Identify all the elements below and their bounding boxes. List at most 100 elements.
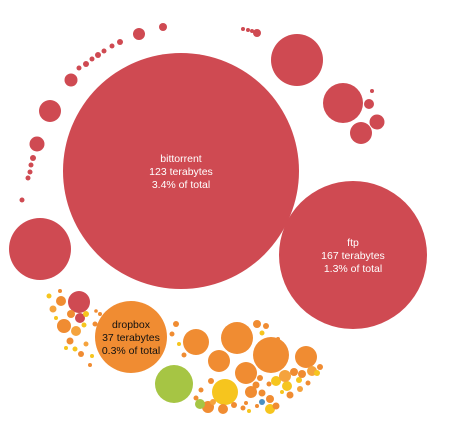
bubble-bittorrent-name-label: bittorrent [160, 153, 202, 165]
minor-bubble [210, 399, 216, 405]
minor-bubble [169, 331, 175, 337]
minor-bubble [252, 381, 260, 389]
minor-bubble [271, 376, 281, 386]
bubble-bittorrent-share-label: 3.4% of total [152, 179, 210, 191]
minor-bubble [49, 305, 57, 313]
minor-bubble [255, 404, 259, 408]
minor-bubble [259, 399, 265, 405]
minor-bubble [159, 23, 167, 31]
minor-bubble [83, 341, 89, 347]
minor-bubble [27, 169, 33, 175]
minor-bubble [247, 409, 251, 413]
minor-bubble [212, 379, 238, 405]
minor-bubble [229, 383, 233, 387]
bubble-dropbox-value-label: 37 terabytes [102, 332, 160, 344]
minor-bubble [64, 346, 68, 350]
minor-bubble [259, 330, 265, 336]
bubble-ftp-name-label: ftp [347, 237, 359, 249]
minor-bubble [258, 389, 266, 397]
bubble-ftp-value-label: 167 terabytes [321, 250, 385, 262]
minor-bubble [298, 370, 306, 378]
minor-bubble [208, 350, 230, 372]
minor-bubble [290, 368, 298, 376]
minor-bubble [94, 309, 98, 313]
bubble-dropbox-share-label: 0.3% of total [102, 345, 160, 357]
minor-bubble [266, 381, 272, 387]
minor-bubble [177, 342, 181, 346]
minor-bubble [245, 386, 257, 398]
minor-bubble [133, 28, 145, 40]
minor-bubble [76, 65, 82, 71]
minor-bubble [323, 83, 363, 123]
minor-bubble [72, 346, 78, 352]
minor-bubble [364, 99, 374, 109]
minor-bubble [83, 61, 89, 67]
minor-bubble [181, 352, 187, 358]
minor-bubble [109, 43, 115, 49]
minor-bubble [282, 381, 292, 391]
minor-bubble [81, 322, 87, 328]
minor-bubble [280, 390, 284, 394]
minor-bubble [29, 136, 45, 152]
bubble-dropbox [95, 301, 167, 373]
minor-bubble [241, 27, 245, 31]
minor-bubble [271, 34, 323, 86]
minor-bubble [183, 329, 209, 355]
minor-bubble [64, 73, 78, 87]
minor-bubble [83, 311, 89, 317]
minor-bubble [246, 28, 250, 32]
minor-bubble [54, 316, 58, 320]
minor-bubble [39, 100, 61, 122]
minor-bubble [98, 312, 102, 316]
bubble-bittorrent [63, 53, 299, 289]
minor-bubble [30, 155, 36, 161]
minor-bubble [350, 122, 372, 144]
minor-bubble [101, 48, 107, 54]
minor-bubble [46, 293, 52, 299]
minor-bubble [78, 351, 84, 357]
minor-bubble [244, 401, 248, 405]
minor-bubble [221, 322, 253, 354]
minor-bubble [305, 380, 311, 386]
minor-bubble [265, 404, 275, 414]
minor-bubble [25, 175, 31, 181]
minor-bubble [9, 218, 71, 280]
minor-bubble [66, 337, 74, 345]
minor-bubble [369, 114, 385, 130]
minor-bubble [68, 291, 90, 313]
minor-bubble [250, 29, 254, 33]
minor-bubble [370, 89, 374, 93]
minor-bubble [253, 29, 261, 37]
minor-bubble [88, 363, 92, 367]
minor-bubble [231, 402, 237, 408]
minor-bubble [193, 395, 199, 401]
minor-bubble [89, 56, 95, 62]
minor-bubble [218, 404, 228, 414]
minor-bubble [95, 52, 101, 58]
minor-bubble [314, 370, 320, 376]
minor-bubble [28, 162, 34, 168]
minor-bubble [276, 337, 280, 341]
minor-bubble [56, 296, 66, 306]
minor-bubble [58, 289, 62, 293]
bubble-bittorrent-value-label: 123 terabytes [149, 166, 213, 178]
minor-bubble [286, 391, 294, 399]
minor-bubble [57, 319, 71, 333]
minor-bubble [195, 399, 205, 409]
minor-bubble [71, 326, 81, 336]
minor-bubble [297, 386, 303, 392]
bubble-ftp-share-label: 1.3% of total [324, 263, 382, 275]
minor-bubble [263, 323, 269, 329]
minor-bubble [295, 346, 317, 368]
bubble-ftp [279, 181, 427, 329]
minor-bubble [253, 320, 261, 328]
minor-bubble [19, 197, 25, 203]
minor-bubble [240, 405, 246, 411]
minor-bubble [279, 370, 291, 382]
minor-bubble [257, 375, 263, 381]
minor-bubble [253, 337, 289, 373]
minor-bubble [173, 321, 179, 327]
minor-bubble [296, 377, 302, 383]
minor-bubble [198, 387, 204, 393]
minor-bubble [208, 378, 214, 384]
